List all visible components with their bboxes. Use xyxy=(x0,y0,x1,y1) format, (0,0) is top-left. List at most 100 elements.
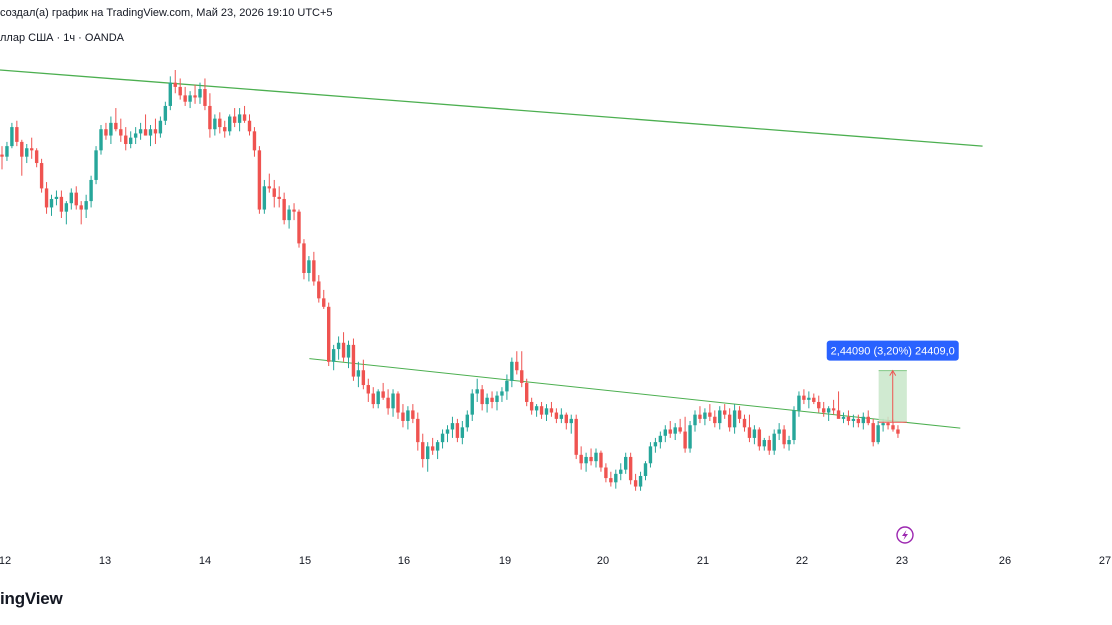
candle-body xyxy=(525,382,529,402)
candle xyxy=(628,452,633,485)
candle-body xyxy=(416,418,420,443)
candle-body xyxy=(713,416,717,424)
candle-body xyxy=(223,127,227,132)
candle-body xyxy=(817,401,821,409)
candle-body xyxy=(188,95,192,102)
tradingview-logo[interactable]: ingView xyxy=(0,589,63,608)
candle xyxy=(376,389,380,409)
candle-body xyxy=(94,150,98,180)
candle xyxy=(430,437,435,455)
candle xyxy=(173,70,177,94)
candle-body xyxy=(213,118,217,130)
trendline-2[interactable] xyxy=(309,358,961,429)
candle xyxy=(84,194,88,219)
candle-body xyxy=(208,105,212,130)
candle xyxy=(411,404,415,424)
time-tick-label: 12 xyxy=(0,555,11,567)
candle-body xyxy=(312,260,316,282)
candle xyxy=(34,148,39,168)
candle xyxy=(129,131,133,149)
candle-body xyxy=(69,192,73,204)
candle xyxy=(564,412,568,430)
candle-body xyxy=(609,478,613,483)
candle xyxy=(841,412,846,424)
candle xyxy=(584,452,588,472)
candle-body xyxy=(173,82,177,87)
candle xyxy=(846,410,851,426)
candle xyxy=(440,429,445,449)
candle-body xyxy=(678,427,682,432)
candle-body xyxy=(99,129,103,151)
candle xyxy=(188,91,192,109)
candle-body xyxy=(74,192,78,206)
candle-body xyxy=(292,209,296,212)
candle xyxy=(460,420,465,445)
candle xyxy=(15,120,19,147)
candle xyxy=(470,389,474,421)
candle xyxy=(708,404,712,421)
candle-body xyxy=(624,456,628,470)
candle-body xyxy=(440,433,445,443)
candle xyxy=(787,435,791,451)
candle xyxy=(30,137,34,159)
candle xyxy=(168,76,172,111)
chart-attribution: создал(а) график на TradingView.com, Май… xyxy=(0,7,333,19)
candle-body xyxy=(272,188,276,197)
candle xyxy=(505,374,509,400)
candle xyxy=(831,399,836,415)
candle xyxy=(638,471,643,491)
candle-body xyxy=(510,361,514,381)
candle xyxy=(119,118,123,142)
measure-tool: 2,44090 (3,20%) 24409,0 xyxy=(826,340,959,423)
candle-body xyxy=(782,429,786,445)
candle xyxy=(223,120,227,138)
candle-body xyxy=(861,416,865,424)
candle-body xyxy=(341,342,346,358)
candle xyxy=(772,429,776,455)
candle xyxy=(59,190,64,219)
candle xyxy=(599,450,603,472)
candle-body xyxy=(59,196,64,212)
replay-button[interactable] xyxy=(896,526,914,544)
candle xyxy=(20,139,24,176)
candle-body xyxy=(218,118,222,128)
candle xyxy=(39,158,44,193)
candle xyxy=(99,124,103,155)
lightning-circle-icon[interactable] xyxy=(896,526,914,544)
candle-body xyxy=(757,429,762,447)
candle xyxy=(836,391,841,419)
candle-body xyxy=(807,397,811,400)
candle xyxy=(10,122,14,149)
candle-body xyxy=(114,122,118,130)
candle xyxy=(485,393,489,413)
candle xyxy=(208,93,212,138)
trendline-1[interactable] xyxy=(0,69,983,147)
candle xyxy=(426,442,430,472)
candle-body xyxy=(826,408,831,413)
candle-body xyxy=(752,429,757,438)
candle-body xyxy=(846,416,851,421)
candle xyxy=(678,418,682,434)
candle xyxy=(193,84,197,104)
candle-body xyxy=(653,442,658,447)
candle-body xyxy=(836,410,841,419)
candle-body xyxy=(599,452,603,468)
candle-body xyxy=(168,82,172,106)
candle xyxy=(406,406,410,430)
candle-body xyxy=(708,412,712,417)
candle-body xyxy=(153,129,158,134)
candle xyxy=(401,404,405,428)
candle-body xyxy=(470,393,474,415)
candle xyxy=(673,423,677,441)
candle xyxy=(69,188,73,210)
candle xyxy=(609,471,613,487)
candle xyxy=(648,442,653,468)
candle-body xyxy=(544,408,549,415)
candle-body xyxy=(336,342,341,350)
candle xyxy=(480,385,484,411)
candle xyxy=(539,401,544,419)
candle-body xyxy=(411,410,415,419)
candle xyxy=(668,420,672,438)
candle-body xyxy=(638,475,643,487)
